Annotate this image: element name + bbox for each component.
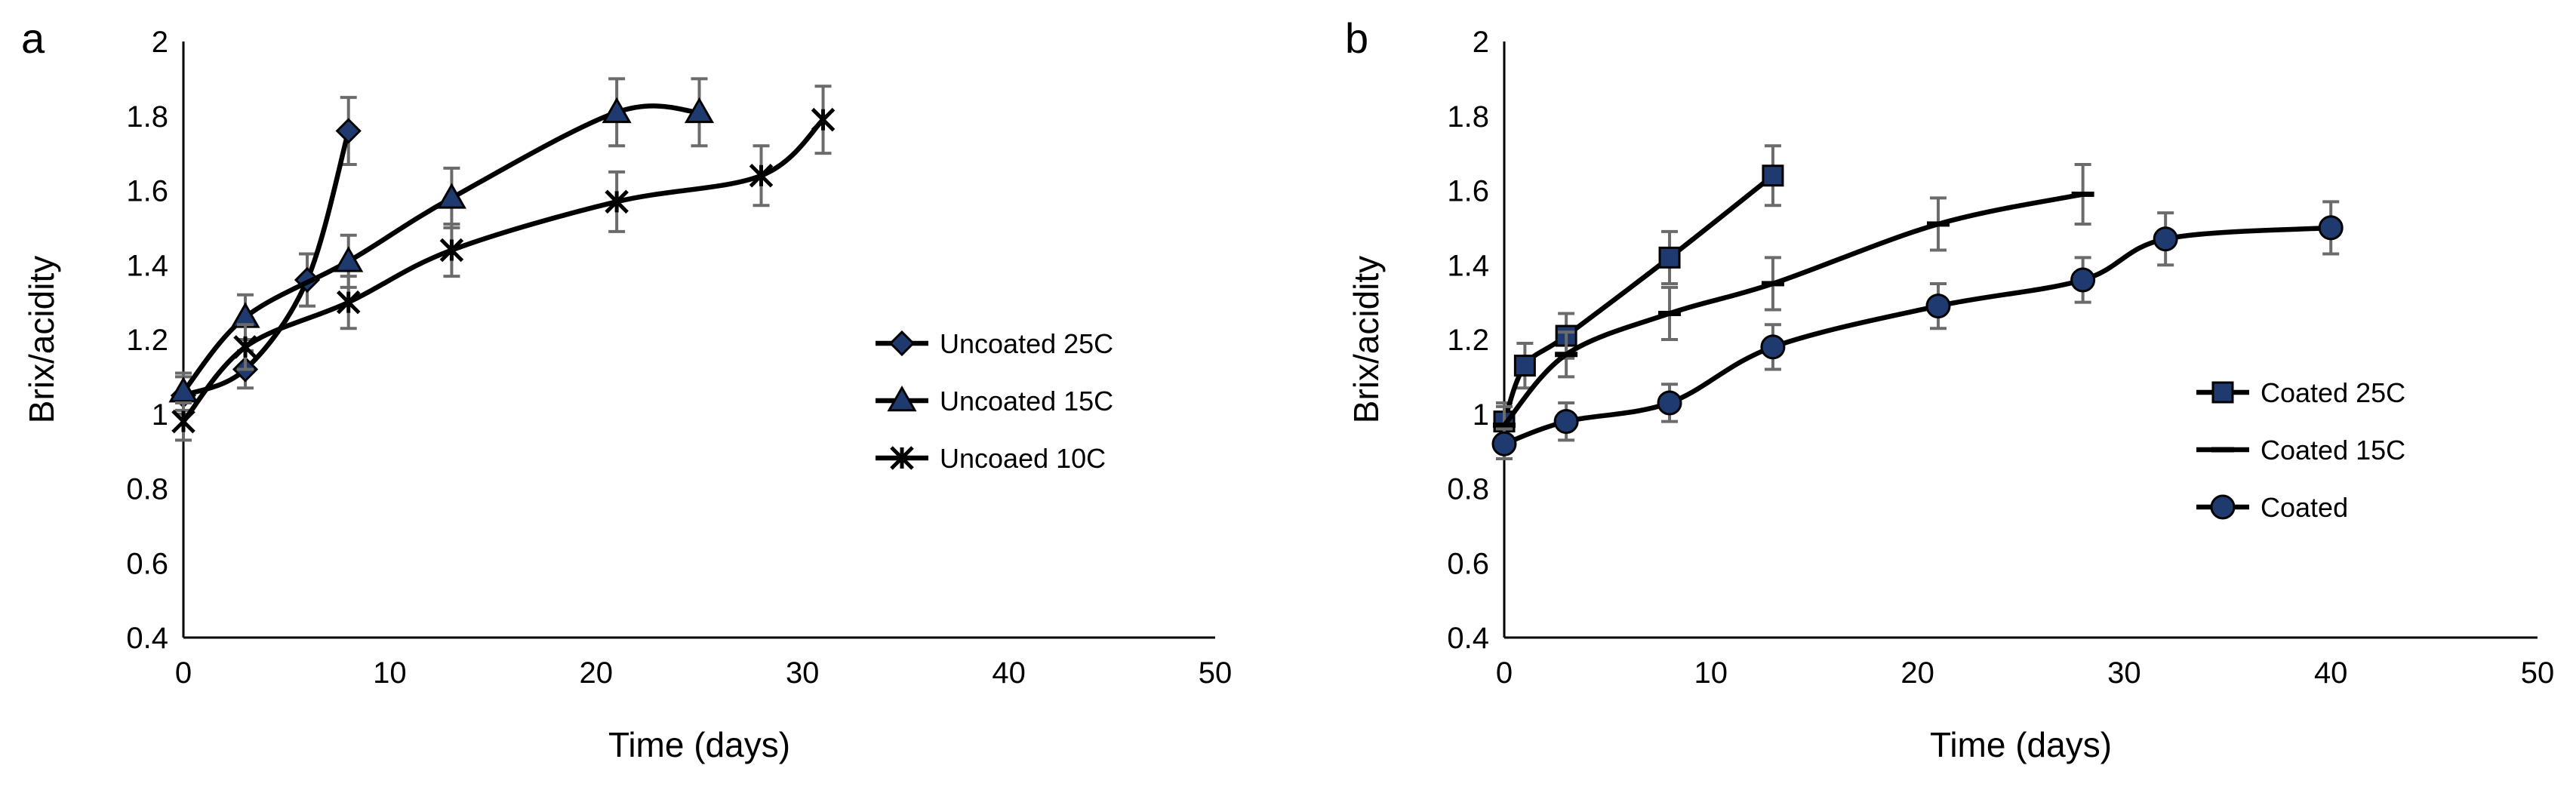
- data-point: [335, 118, 362, 144]
- x-tick-label: 40: [2314, 656, 2348, 690]
- y-tick-label: 1.6: [126, 175, 168, 208]
- y-tick-label: 0.6: [126, 547, 168, 580]
- x-tick-label: 50: [2521, 656, 2555, 690]
- y-tick-label: 1.4: [126, 249, 168, 282]
- y-tick-label: 0.6: [1447, 547, 1489, 580]
- y-axis-title: Brix/acidity: [22, 256, 61, 423]
- y-tick-label: 2: [152, 26, 168, 59]
- legend-entry: Coated 15C: [2196, 435, 2405, 466]
- series-line: [180, 117, 826, 424]
- legend-marker: [2211, 447, 2234, 453]
- y-tick-label: 1.4: [1447, 249, 1489, 282]
- x-tick-label: 30: [2107, 656, 2141, 690]
- panel-label-b: b: [1345, 14, 1369, 62]
- y-axis-title: Brix/acidity: [1346, 256, 1386, 423]
- legend-label: Coated 15C: [2261, 435, 2405, 466]
- x-tick-label: 40: [992, 656, 1026, 690]
- data-point: [1491, 431, 1517, 456]
- series-line: [180, 103, 702, 395]
- x-tick-label: 30: [786, 656, 820, 690]
- y-tick-label: 1.6: [1447, 175, 1489, 208]
- x-tick-label: 50: [1199, 656, 1233, 690]
- data-point: [749, 163, 774, 188]
- data-point: [334, 246, 364, 272]
- legend-label: Uncoated 25C: [940, 328, 1113, 359]
- data-point: [1513, 355, 1536, 377]
- y-tick-label: 1: [1473, 398, 1489, 432]
- y-tick-label: 0.8: [1447, 473, 1489, 506]
- y-tick-label: 0.8: [126, 473, 168, 506]
- series-line: [1501, 225, 2334, 447]
- data-point: [684, 97, 715, 124]
- legend-entry: Uncoated 25C: [876, 328, 1113, 359]
- y-tick-label: 1: [152, 398, 168, 432]
- data-point: [1761, 281, 1784, 287]
- data-point: [171, 409, 195, 434]
- data-point: [2318, 215, 2344, 241]
- legend-entry: Uncoaed 10C: [876, 443, 1106, 474]
- series-line: [1501, 192, 2085, 428]
- y-tick-label: 2: [1473, 26, 1489, 59]
- data-point: [2070, 267, 2096, 293]
- y-tick-label: 1.2: [1447, 324, 1489, 357]
- legend-marker: [2211, 381, 2234, 404]
- legend-label: Uncoated 15C: [940, 386, 1113, 416]
- data-point: [336, 290, 361, 315]
- data-point: [2153, 226, 2178, 252]
- x-axis-title: Time (days): [1930, 725, 2112, 764]
- series-coated: [1491, 200, 2344, 460]
- data-point: [1762, 164, 1784, 187]
- legend-marker: [890, 446, 914, 470]
- data-point: [811, 107, 836, 132]
- data-point: [168, 377, 199, 403]
- chart-b: 0 10 20 30 40 50 0.4 0.6 0.8 1 1.2 1.4 1.6 1.8 2 Time (…: [1346, 26, 2554, 764]
- legend-entry: Coated 25C: [2196, 377, 2405, 408]
- data-point: [1926, 221, 1950, 227]
- x-tick-label: 0: [1496, 656, 1513, 690]
- y-tick-label: 1.8: [126, 100, 168, 134]
- y-tick-label: 1.8: [1447, 100, 1489, 134]
- legend-entry: Coated: [2196, 492, 2348, 523]
- panel-label-a: a: [21, 14, 45, 62]
- data-point: [1493, 423, 1516, 429]
- data-point: [1658, 310, 1682, 316]
- data-point: [1657, 390, 1682, 416]
- data-point: [1925, 294, 1951, 319]
- legend-marker: [887, 385, 917, 412]
- x-tick-label: 20: [1900, 656, 1934, 690]
- x-tick-label: 10: [1694, 656, 1728, 690]
- data-point: [2071, 191, 2094, 197]
- chart-a: 0 10 20 30 40 50 0.4 0.6 0.8 1 1.2 1.4 1.6 1.8 2 Time (…: [22, 26, 1232, 764]
- data-point: [1553, 409, 1579, 435]
- legend-label: Uncoaed 10C: [940, 443, 1106, 474]
- y-tick-label: 1.2: [126, 324, 168, 357]
- x-axis-title: Time (days): [608, 725, 790, 764]
- legend-label: Coated 25C: [2261, 377, 2405, 408]
- series-uncoaed-10c: [171, 85, 836, 442]
- data-point: [233, 335, 257, 359]
- legend-entry: Uncoated 15C: [876, 385, 1113, 416]
- series-coated-15c: [1493, 162, 2094, 446]
- legend-label: Coated: [2261, 492, 2348, 523]
- data-point: [1658, 246, 1681, 269]
- data-point: [439, 238, 464, 263]
- data-point: [605, 189, 629, 214]
- series-line: [180, 128, 351, 398]
- x-tick-label: 0: [175, 656, 192, 690]
- data-point: [1555, 352, 1578, 358]
- series-line: [1501, 173, 1776, 424]
- x-tick-label: 20: [580, 656, 614, 690]
- x-tick-label: 10: [373, 656, 407, 690]
- legend-marker: [2210, 494, 2236, 520]
- data-point: [1760, 334, 1786, 360]
- data-point: [436, 183, 467, 209]
- legend-marker: [888, 330, 916, 357]
- y-tick-label: 0.4: [126, 622, 168, 655]
- y-tick-label: 0.4: [1447, 622, 1489, 655]
- data-point: [602, 97, 632, 124]
